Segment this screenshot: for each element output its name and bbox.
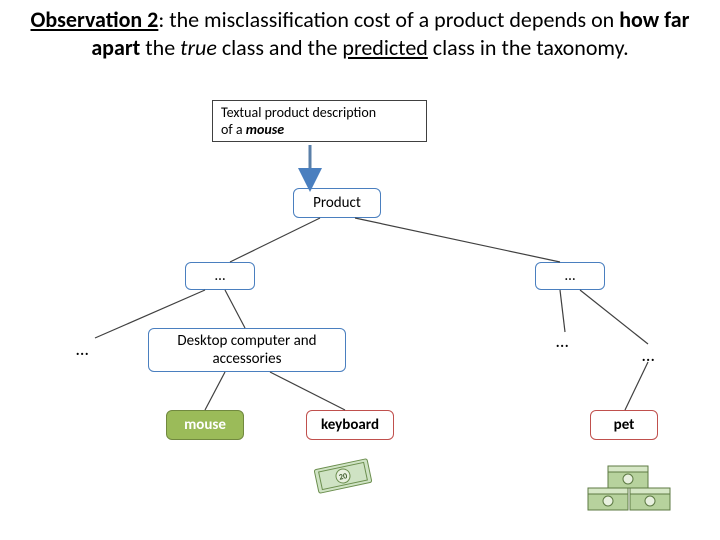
node-keyboard: keyboard [306, 410, 394, 440]
node-right-mid: … [535, 262, 605, 290]
node-desktop: Desktop computer and accessories [148, 328, 346, 372]
desc-line1: Textual product description [221, 105, 376, 122]
node-pet: pet [590, 410, 658, 440]
node-mouse: mouse [166, 410, 244, 440]
node-left-mid: … [185, 262, 255, 290]
money-small-icon: 20 [308, 452, 378, 500]
dots-right-b: … [642, 344, 654, 366]
slide-title: Observation 2: the misclassification cos… [0, 0, 720, 65]
money-stack-icon [578, 452, 678, 522]
desc-line2: of a mouse [221, 122, 284, 139]
title-prefix: Observation 2 [31, 6, 159, 33]
description-box: Textual product description of a mouse [212, 100, 427, 142]
dots-right-a: … [556, 330, 568, 352]
node-product: Product [293, 188, 381, 218]
dots-far-left: … [76, 338, 88, 360]
